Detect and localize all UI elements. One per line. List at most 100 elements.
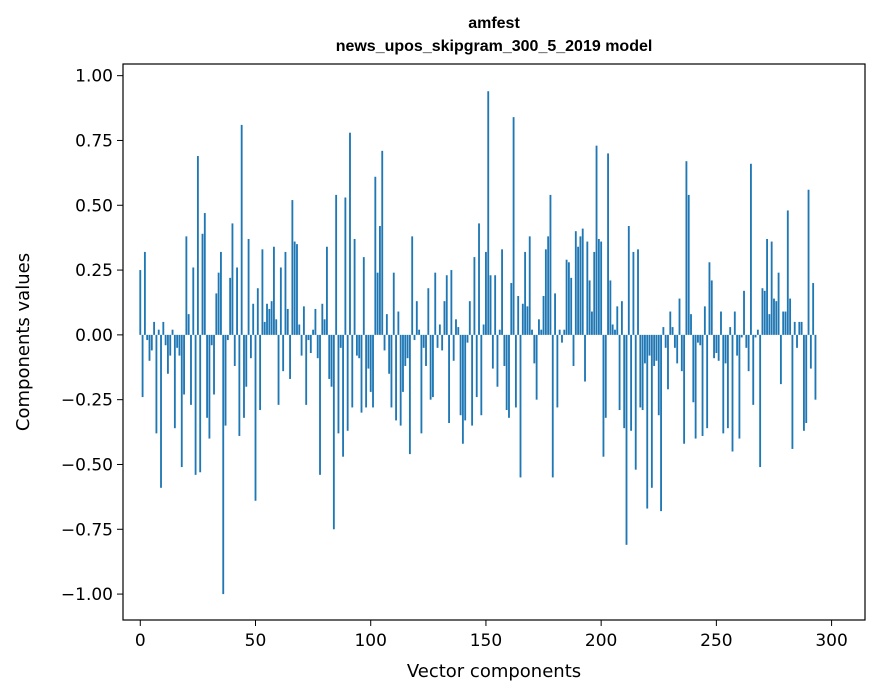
bar-269 (759, 334, 762, 468)
bar-16 (176, 334, 179, 348)
bar-25 (196, 156, 199, 335)
bar-96 (360, 334, 363, 413)
bar-245 (703, 306, 706, 335)
bar-44 (240, 124, 243, 335)
bar-74 (309, 334, 312, 354)
bar-65 (289, 334, 291, 379)
bar-29 (206, 334, 209, 418)
bar-251 (717, 334, 720, 361)
bar-90 (346, 334, 349, 431)
bar-179 (551, 334, 554, 478)
bar-292 (812, 283, 815, 335)
bar-263 (745, 334, 748, 348)
bar-75 (312, 329, 315, 335)
x-axis-ticks: 0 50 100 150 200 250 300 (135, 620, 848, 651)
bar-236 (683, 334, 686, 444)
bar-270 (761, 288, 764, 335)
bar-101 (372, 334, 374, 408)
bar-230 (669, 311, 672, 335)
bar-117 (408, 334, 411, 455)
bar-265 (750, 163, 752, 335)
bar-246 (706, 334, 709, 429)
bar-132 (443, 301, 446, 335)
bar-108 (388, 334, 391, 374)
bar-135 (450, 270, 453, 335)
bar-233 (676, 334, 679, 364)
bar-140 (461, 334, 464, 444)
bar-95 (358, 334, 361, 359)
bar-93 (353, 238, 356, 335)
bar-193 (584, 334, 586, 382)
bar-256 (729, 327, 732, 335)
bar-30 (208, 334, 211, 439)
bar-52 (259, 334, 262, 411)
bar-147 (478, 223, 480, 335)
bar-97 (362, 257, 365, 335)
bar-183 (561, 334, 563, 343)
bar-149 (482, 324, 485, 335)
bar-70 (300, 334, 303, 356)
bar-214 (632, 251, 635, 335)
bar-79 (321, 303, 324, 335)
bar-137 (455, 319, 457, 335)
bar-290 (807, 189, 810, 335)
bar-272 (766, 238, 768, 335)
bar-57 (270, 301, 273, 335)
x-tick-label-0: 0 (135, 631, 146, 651)
bar-59 (275, 319, 278, 335)
bar-76 (314, 308, 317, 335)
bar-234 (678, 298, 681, 335)
bar-235 (680, 334, 683, 372)
bar-162 (512, 117, 515, 335)
bar-174 (540, 329, 543, 335)
bar-146 (475, 334, 478, 398)
bar-5 (150, 334, 153, 351)
y-tick-label-5: −0.25 (61, 391, 113, 411)
x-tick-label-50: 50 (245, 631, 267, 651)
bar-167 (524, 251, 527, 335)
bar-153 (491, 334, 494, 369)
bar-278 (779, 334, 782, 385)
bar-240 (692, 334, 695, 403)
bar-158 (503, 334, 506, 366)
bar-78 (319, 334, 321, 475)
bar-71 (302, 306, 305, 335)
y-tick-label-4: 0.00 (75, 326, 113, 346)
bar-229 (667, 334, 669, 390)
chart-title: amfest (468, 15, 520, 32)
bar-63 (284, 251, 287, 335)
bar-0 (139, 270, 142, 335)
bar-285 (796, 334, 798, 348)
bar-8 (157, 329, 160, 335)
bar-202 (604, 334, 607, 418)
bar-148 (480, 334, 483, 416)
bar-259 (736, 334, 739, 356)
bar-217 (639, 334, 642, 408)
bar-106 (383, 334, 386, 351)
bar-191 (579, 236, 582, 335)
bar-204 (609, 280, 612, 335)
bar-123 (422, 334, 425, 348)
bar-176 (544, 249, 547, 335)
bar-165 (519, 334, 522, 478)
bar-207 (616, 306, 619, 335)
bar-206 (614, 329, 616, 335)
bar-169 (528, 236, 531, 335)
bar-49 (252, 303, 255, 335)
bar-41 (233, 334, 236, 366)
bar-67 (293, 241, 296, 335)
bar-182 (558, 329, 561, 335)
bar-17 (178, 334, 181, 356)
bar-192 (581, 228, 584, 335)
bar-121 (418, 329, 421, 335)
bar-253 (722, 334, 725, 434)
bar-232 (673, 334, 676, 348)
bar-127 (432, 334, 434, 398)
bar-144 (471, 334, 474, 426)
bar-161 (510, 283, 513, 335)
bar-166 (521, 303, 524, 335)
bar-35 (220, 251, 222, 335)
bar-118 (411, 236, 414, 335)
bar-210 (623, 334, 626, 429)
bar-213 (630, 334, 633, 431)
